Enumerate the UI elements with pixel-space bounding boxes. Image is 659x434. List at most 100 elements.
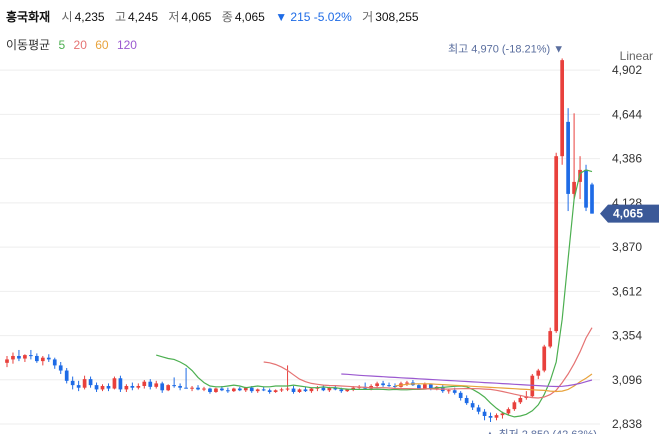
candle-body[interactable] [309, 388, 314, 392]
candle-body[interactable] [482, 411, 487, 416]
candle-body[interactable] [333, 387, 338, 390]
candle-body[interactable] [166, 385, 171, 391]
ma5-line [156, 169, 593, 418]
candle-body[interactable] [106, 385, 111, 389]
candle-body[interactable] [34, 355, 39, 362]
y-tick-label: 3,612 [612, 284, 642, 298]
scale-mode-toggle[interactable]: Linear [619, 49, 653, 63]
candle-body[interactable] [321, 387, 326, 391]
candle-body[interactable] [327, 387, 332, 391]
candle-body[interactable] [154, 383, 159, 387]
candle-body[interactable] [381, 383, 385, 386]
candle-body[interactable] [297, 389, 302, 392]
candle-body[interactable] [178, 385, 182, 388]
candle-body[interactable] [351, 387, 356, 390]
candle-body[interactable] [112, 378, 117, 389]
candle-body[interactable] [243, 387, 248, 391]
stock-name: 흥국화재 [6, 10, 51, 24]
candle-body[interactable] [423, 384, 427, 389]
candle-body[interactable] [464, 397, 469, 404]
candle-body[interactable] [208, 388, 212, 392]
candle-body[interactable] [88, 379, 93, 386]
candle-body[interactable] [542, 346, 547, 371]
close-label: 종 [221, 10, 233, 24]
candle-body[interactable] [584, 169, 588, 208]
y-tick-label: 4,902 [612, 63, 642, 77]
candle-body[interactable] [506, 409, 511, 414]
candle-body[interactable] [29, 355, 33, 357]
candle-body[interactable] [291, 388, 296, 392]
candle-body[interactable] [255, 389, 260, 392]
candle-body[interactable] [190, 387, 194, 389]
candle-body[interactable] [124, 385, 129, 390]
candle-body[interactable] [261, 389, 266, 391]
candle-body[interactable] [285, 388, 290, 390]
open-label: 시 [61, 10, 73, 24]
candle-body[interactable] [184, 387, 188, 389]
candle-body[interactable] [76, 385, 81, 388]
candle-body[interactable] [118, 378, 123, 390]
candle-body[interactable] [428, 384, 433, 389]
candle-body[interactable] [417, 385, 421, 389]
candle-body[interactable] [136, 385, 141, 388]
candle-body[interactable] [566, 121, 570, 194]
candle-body[interactable] [52, 359, 57, 366]
candle-body[interactable] [494, 415, 499, 418]
candle-body[interactable] [387, 385, 391, 387]
candle-body[interactable] [82, 379, 87, 388]
candle-body[interactable] [446, 390, 451, 392]
candle-body[interactable] [590, 184, 594, 214]
candle-body[interactable] [148, 381, 153, 387]
candle-body[interactable] [273, 390, 278, 392]
candle-body[interactable] [279, 389, 284, 391]
candle-body[interactable] [488, 415, 493, 418]
candle-body[interactable] [142, 381, 147, 386]
candle-body[interactable] [572, 181, 576, 194]
candle-body[interactable] [554, 156, 559, 332]
candle-body[interactable] [226, 390, 230, 392]
candle-body[interactable] [214, 388, 218, 392]
moving-average-legend[interactable]: 이동평균 5 20 60 120 [6, 36, 142, 53]
candle-body[interactable] [500, 413, 505, 416]
candle-body[interactable] [548, 331, 553, 347]
candle-body[interactable] [393, 385, 397, 387]
candle-body[interactable] [94, 385, 99, 390]
candle-body[interactable] [5, 359, 9, 363]
candle-body[interactable] [249, 387, 254, 392]
candle-body[interactable] [58, 365, 63, 371]
candle-body[interactable] [160, 383, 165, 391]
candle-body[interactable] [237, 388, 242, 391]
high-annotation: 최고 4,970 (-18.21%) ▼ [448, 42, 564, 55]
candle-body[interactable] [345, 389, 350, 392]
candle-body[interactable] [220, 388, 224, 391]
candle-body[interactable] [196, 387, 200, 390]
candle-body[interactable] [231, 388, 236, 392]
candle-body[interactable] [405, 382, 409, 384]
candle-body[interactable] [267, 390, 272, 392]
candle-body[interactable] [470, 403, 475, 408]
candle-body[interactable] [40, 357, 45, 362]
candle-body[interactable] [70, 380, 75, 386]
candle-body[interactable] [452, 390, 457, 393]
ma120-label: 120 [116, 38, 137, 52]
candle-body[interactable] [476, 407, 481, 412]
candle-body[interactable] [202, 388, 206, 390]
candle-body[interactable] [375, 383, 379, 386]
candle-body[interactable] [518, 397, 523, 403]
candle-body[interactable] [512, 402, 517, 410]
candle-body[interactable] [64, 370, 69, 381]
candle-body[interactable] [46, 357, 51, 360]
candle-body[interactable] [303, 389, 308, 392]
candle-body[interactable] [560, 60, 565, 157]
candle-body[interactable] [530, 375, 535, 397]
candle-body[interactable] [458, 392, 463, 398]
candle-body[interactable] [172, 385, 176, 387]
candle-body[interactable] [339, 389, 344, 392]
candle-body[interactable] [17, 355, 21, 359]
candle-body[interactable] [130, 385, 135, 388]
candle-body[interactable] [100, 385, 105, 390]
candle-body[interactable] [11, 355, 15, 360]
candle-body[interactable] [536, 370, 541, 376]
candle-body[interactable] [23, 355, 27, 359]
